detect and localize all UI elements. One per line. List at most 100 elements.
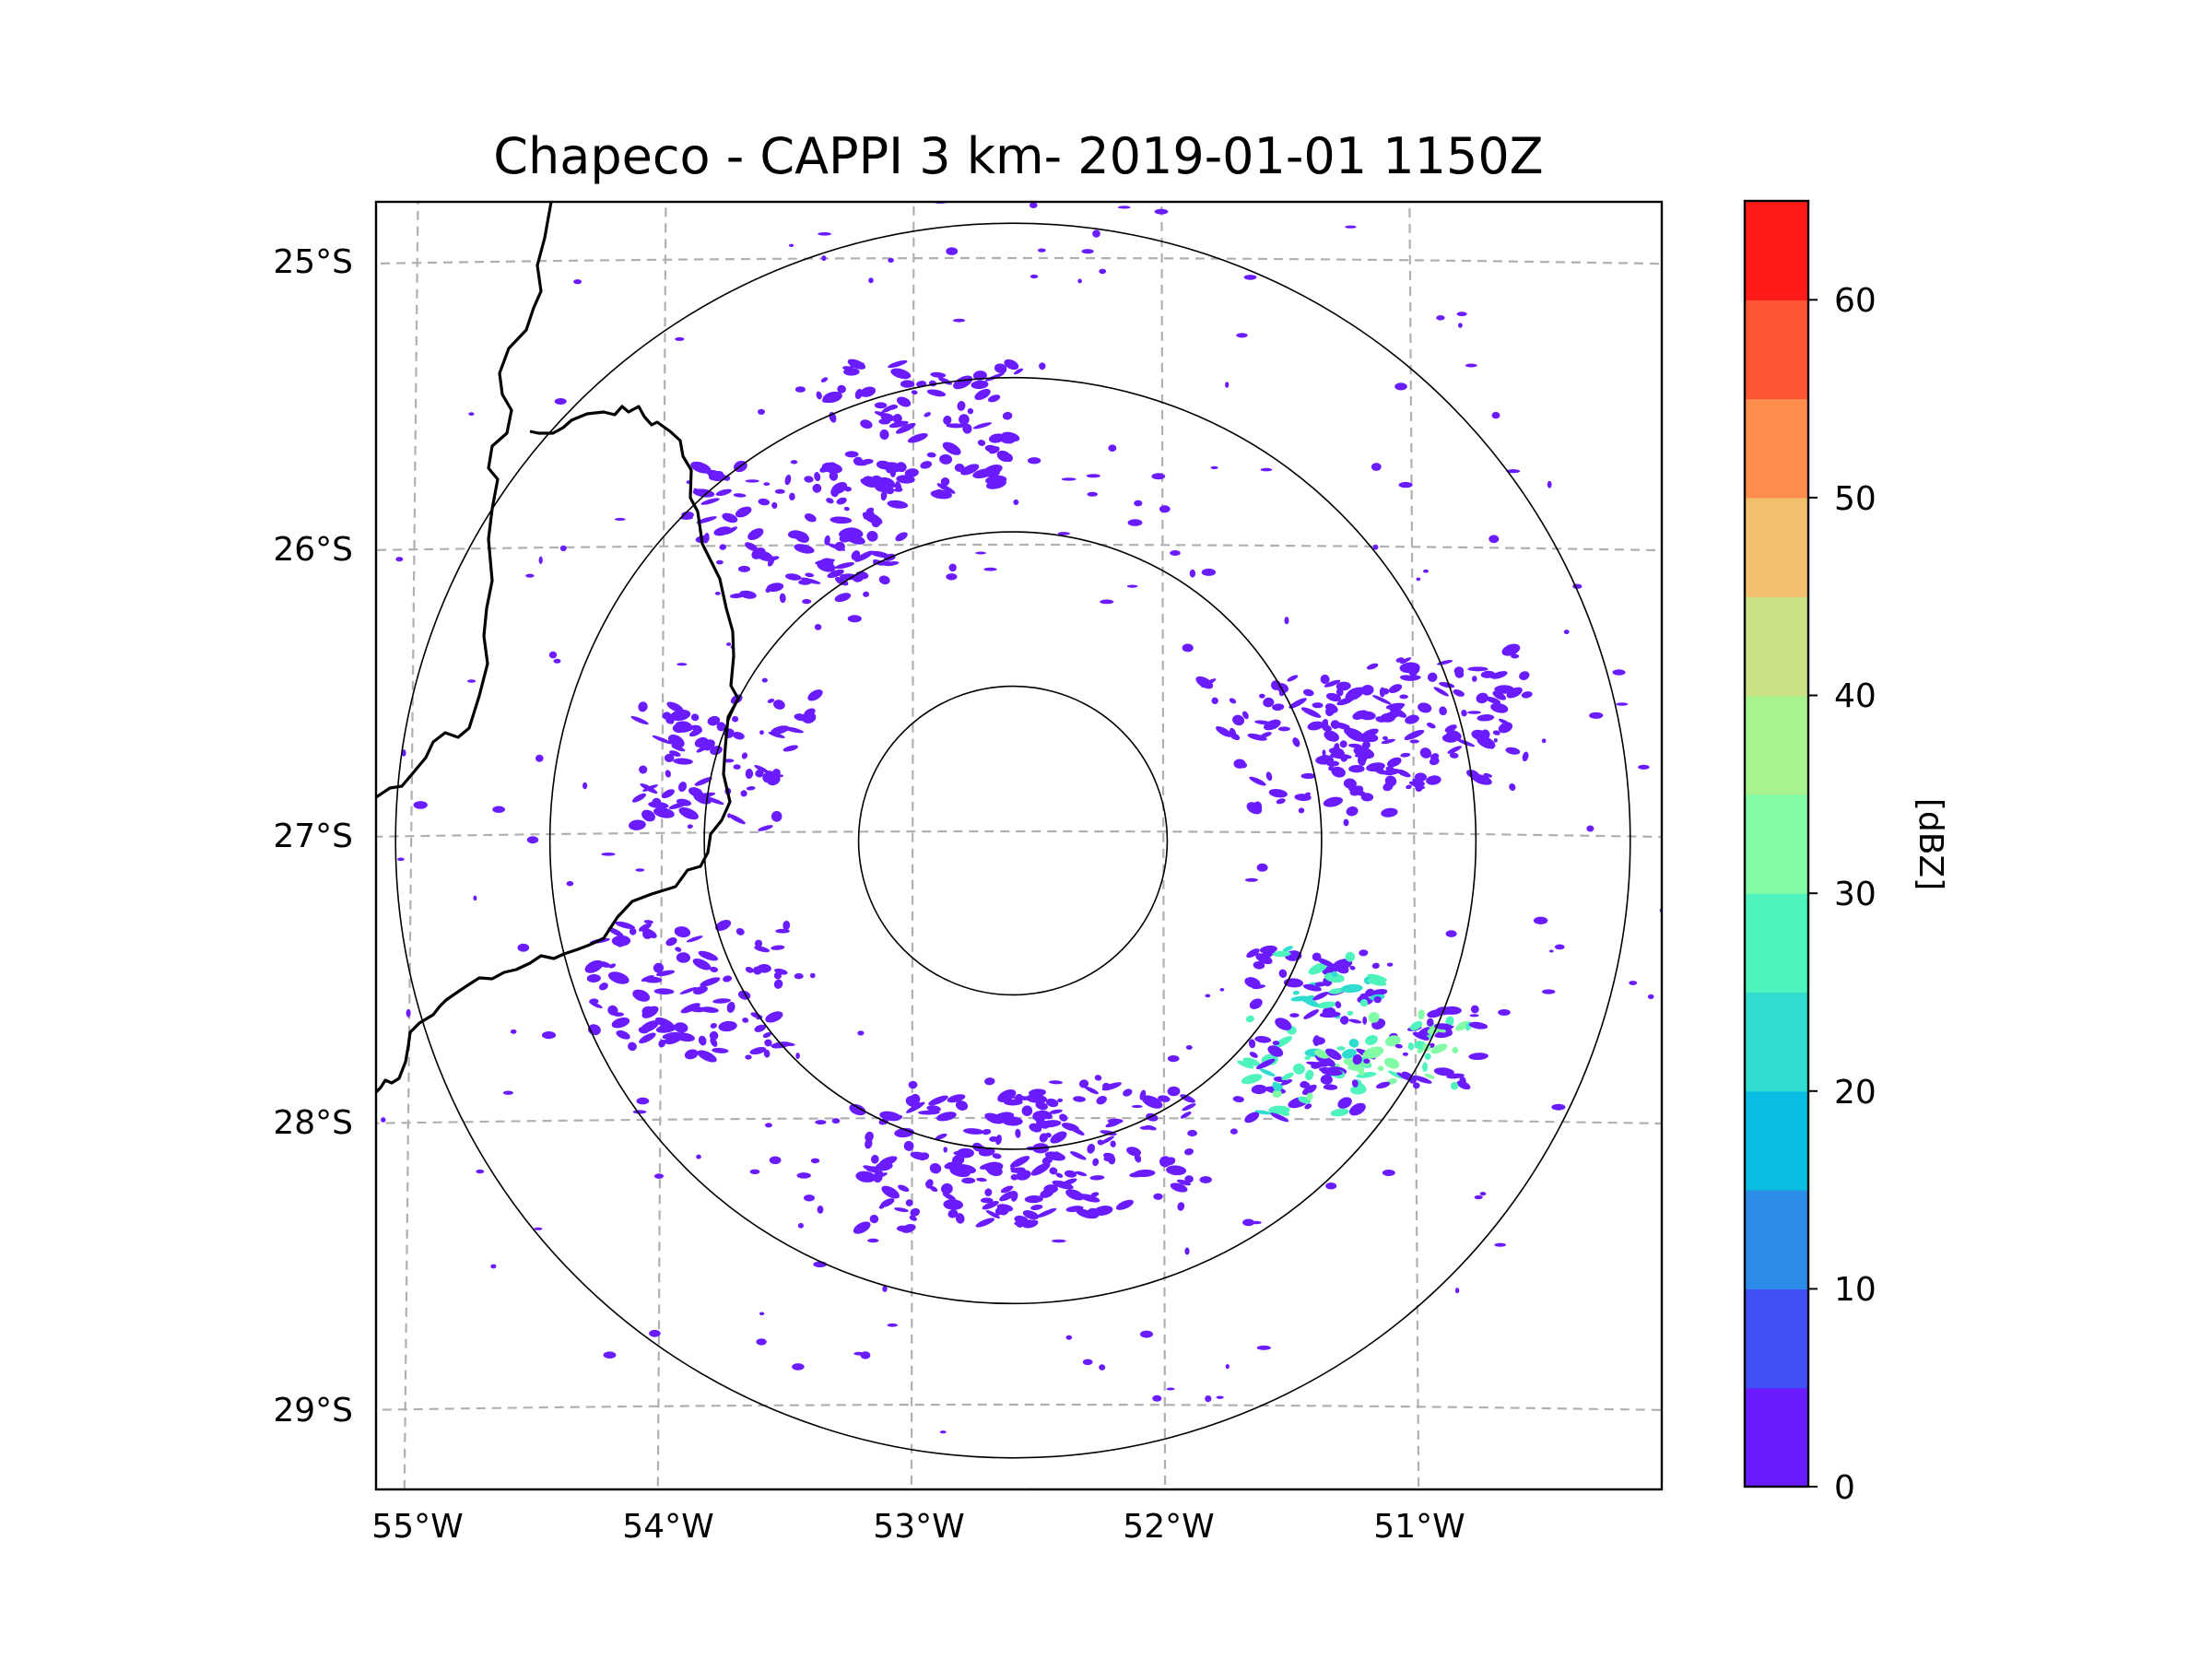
echo-speckle [672, 723, 688, 734]
echo-speckle [892, 414, 902, 424]
colorbar-frame [1743, 199, 1810, 1488]
echo-speckle [1000, 1185, 1014, 1194]
echo-speckle [860, 477, 877, 488]
echo-speckle [1110, 1140, 1116, 1147]
echo-speckle [955, 1164, 977, 1174]
echo-speckle [1039, 362, 1046, 371]
echo-speckle [653, 807, 675, 818]
echo-speckle [1001, 1116, 1023, 1126]
echo-speckle [1341, 1049, 1357, 1059]
echo-speckle [1436, 315, 1445, 321]
echo-speckle [1036, 1207, 1057, 1218]
echo-speckle [732, 715, 739, 723]
echo-speckle [726, 642, 732, 646]
echo-speckle [827, 569, 844, 579]
echo-speckle [756, 550, 773, 562]
echo-speckle [810, 1158, 820, 1164]
echo-speckle [1488, 535, 1500, 544]
echo-speckle [1485, 696, 1501, 704]
echo-speckle [1340, 983, 1363, 994]
echo-speckle [406, 1008, 411, 1018]
echo-speckle [1108, 444, 1117, 453]
echo-speckle [1533, 916, 1548, 924]
echo-speckle [1409, 739, 1419, 744]
echo-speckle [907, 433, 928, 443]
echo-speckle [740, 790, 747, 797]
echo-speckle [1055, 1172, 1064, 1178]
echo-speckle [1268, 789, 1288, 798]
echo-speckle [767, 698, 775, 703]
echo-speckle [847, 359, 866, 370]
echo-speckle [773, 979, 783, 989]
echo-speckle [1015, 1128, 1021, 1138]
echo-speckle [971, 1535, 982, 1539]
echo-speckle [1316, 958, 1335, 968]
echo-speckle [1490, 702, 1509, 713]
echo-speckle [713, 526, 732, 536]
echo-speckle [787, 530, 804, 539]
echo-speckle [1038, 1110, 1053, 1120]
echo-speckle [608, 963, 617, 969]
echo-speckle [1491, 411, 1500, 419]
echo-speckle [1009, 1156, 1030, 1168]
echo-speckle [395, 557, 404, 562]
echo-speckle [1398, 481, 1413, 488]
echo-speckle [1105, 1119, 1123, 1128]
echo-speckle [1324, 972, 1345, 983]
echo-speckle [1100, 599, 1114, 605]
echo-speckle [857, 1030, 865, 1036]
echo-speckle [1399, 675, 1417, 681]
echo-speckle [992, 1153, 1002, 1159]
echo-speckle [773, 700, 785, 710]
echo-speckle [871, 475, 883, 486]
echo-speckle [742, 1018, 749, 1023]
echo-speckle [397, 857, 405, 862]
echo-speckle [639, 1032, 656, 1044]
echo-speckle [1205, 1395, 1212, 1403]
echo-speckle [525, 573, 535, 578]
echo-speckle [1391, 705, 1404, 713]
echo-speckle [1045, 1098, 1059, 1108]
echo-speckle [794, 972, 804, 980]
echo-speckle [554, 398, 567, 405]
echo-speckle [1044, 1132, 1052, 1138]
echo-speckle [890, 368, 912, 380]
echo-speckle [1347, 1010, 1354, 1016]
echo-speckle [1405, 714, 1419, 724]
echo-speckle [1396, 769, 1411, 778]
echo-speckle [905, 1199, 913, 1206]
echo-speckle [697, 1050, 717, 1063]
echo-speckle [1050, 1131, 1067, 1144]
echo-speckle [1029, 1123, 1042, 1133]
echo-speckle [1245, 1015, 1254, 1023]
echo-speckle [706, 469, 727, 481]
echo-speckle [1281, 1072, 1294, 1080]
colorbar-band [1745, 1090, 1808, 1191]
echo-speckle [820, 377, 829, 382]
echo-speckle [1712, 966, 1723, 972]
echo-speckle [1300, 1081, 1311, 1088]
echo-speckle [1382, 688, 1390, 695]
echo-speckle [696, 516, 717, 524]
echo-speckle [782, 726, 805, 734]
echo-speckle [1141, 1095, 1163, 1109]
echo-speckle [1052, 1239, 1066, 1243]
echo-speckle [776, 774, 784, 778]
echo-speckle [1233, 759, 1246, 769]
echo-speckle [821, 255, 827, 262]
echo-speckle [690, 461, 712, 474]
echo-speckle [974, 388, 991, 401]
echo-speckle [766, 582, 784, 593]
echo-speckle [1498, 1009, 1511, 1016]
echo-speckle [1501, 643, 1521, 656]
echo-speckle [1302, 983, 1322, 992]
echo-speckle [873, 1171, 883, 1183]
echo-speckle [1371, 962, 1380, 970]
echo-speckle [871, 518, 881, 528]
echo-speckle [961, 1177, 976, 1184]
echo-speckle [692, 958, 712, 971]
echo-speckle [868, 277, 874, 284]
echo-speckle [886, 487, 895, 495]
echo-speckle [1363, 1058, 1371, 1065]
echo-speckle [1429, 757, 1440, 766]
